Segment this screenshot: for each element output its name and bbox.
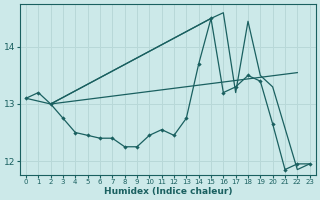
X-axis label: Humidex (Indice chaleur): Humidex (Indice chaleur) [104,187,232,196]
